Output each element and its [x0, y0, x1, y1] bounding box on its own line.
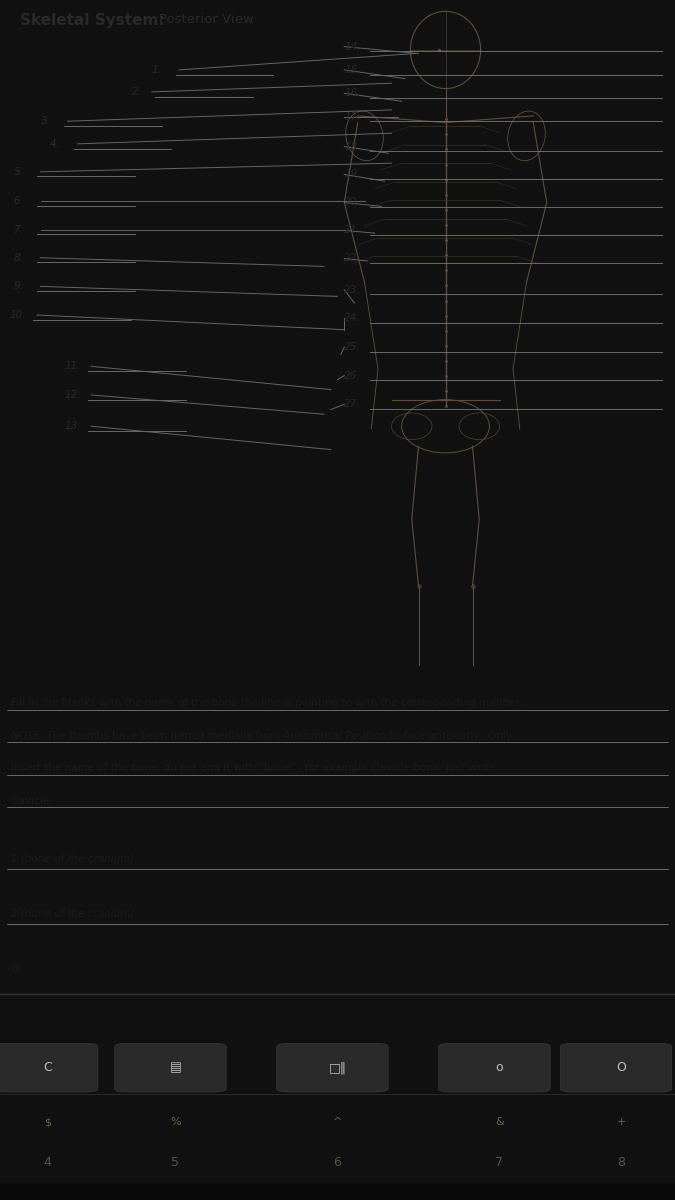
Text: 5: 5 — [171, 1156, 180, 1169]
Text: 2.: 2. — [132, 86, 142, 97]
Text: &: & — [495, 1117, 504, 1127]
Text: 25.: 25. — [344, 342, 360, 352]
Text: 7: 7 — [495, 1156, 504, 1169]
Text: 27.: 27. — [344, 400, 360, 409]
Text: 18.: 18. — [344, 142, 360, 151]
Text: 10.: 10. — [9, 310, 26, 320]
FancyBboxPatch shape — [0, 1044, 98, 1092]
Text: 21.: 21. — [344, 226, 360, 235]
Text: +: + — [616, 1117, 626, 1127]
Text: 6: 6 — [333, 1156, 342, 1169]
Text: 19.: 19. — [344, 169, 360, 180]
Text: %: % — [170, 1117, 181, 1127]
Text: 8.: 8. — [14, 253, 24, 263]
Text: 5.: 5. — [14, 167, 24, 176]
FancyBboxPatch shape — [115, 1044, 226, 1092]
Text: 22.: 22. — [344, 253, 360, 264]
Bar — [0, 1183, 675, 1200]
Text: Fill in the blanks with the name of the bone the line is pointing to with the co: Fill in the blanks with the name of the … — [11, 698, 522, 708]
Text: 4: 4 — [43, 1156, 51, 1169]
Text: 23.: 23. — [344, 284, 360, 295]
Text: 24.: 24. — [344, 313, 360, 323]
Text: 3.: 3. — [40, 116, 51, 126]
Text: o: o — [495, 1061, 504, 1074]
Text: O: O — [616, 1061, 626, 1074]
Text: Skeletal System:: Skeletal System: — [20, 13, 165, 29]
Text: ▤: ▤ — [169, 1061, 182, 1074]
Text: 20.: 20. — [344, 198, 360, 208]
Text: 17.: 17. — [344, 112, 360, 121]
FancyBboxPatch shape — [277, 1044, 388, 1092]
Text: 8: 8 — [617, 1156, 625, 1169]
Text: 14.: 14. — [344, 42, 360, 52]
Text: 12.: 12. — [64, 390, 80, 400]
Text: 6.: 6. — [14, 196, 24, 206]
Text: 16.: 16. — [344, 89, 360, 98]
Text: 9.: 9. — [14, 281, 24, 292]
Text: 8: 8 — [11, 964, 18, 974]
FancyBboxPatch shape — [439, 1044, 550, 1092]
Text: ^: ^ — [333, 1117, 342, 1127]
Text: clavicle.: clavicle. — [11, 796, 53, 805]
Text: C: C — [43, 1061, 51, 1074]
Text: 1.: 1. — [152, 65, 162, 74]
Text: 7.: 7. — [14, 224, 24, 235]
Text: insert the name of the bone, do not end it with "bone" - for example clavicle bo: insert the name of the bone, do not end … — [11, 763, 495, 773]
Text: $: $ — [44, 1117, 51, 1127]
Text: 11.: 11. — [64, 361, 80, 371]
Text: 26.: 26. — [344, 371, 360, 380]
Text: 2 (bone of the cranium): 2 (bone of the cranium) — [11, 910, 134, 919]
Text: NOTE: The thumbs have been turned medially from Anatomical Position to face ante: NOTE: The thumbs have been turned medial… — [11, 731, 512, 740]
Text: 13.: 13. — [64, 421, 80, 431]
Text: 4.: 4. — [50, 139, 60, 149]
Text: Posterior View: Posterior View — [159, 13, 254, 26]
FancyBboxPatch shape — [560, 1044, 672, 1092]
Text: 1 (bone of the cranium): 1 (bone of the cranium) — [11, 854, 134, 864]
Text: □‖: □‖ — [329, 1061, 346, 1074]
Text: 15.: 15. — [344, 65, 360, 74]
